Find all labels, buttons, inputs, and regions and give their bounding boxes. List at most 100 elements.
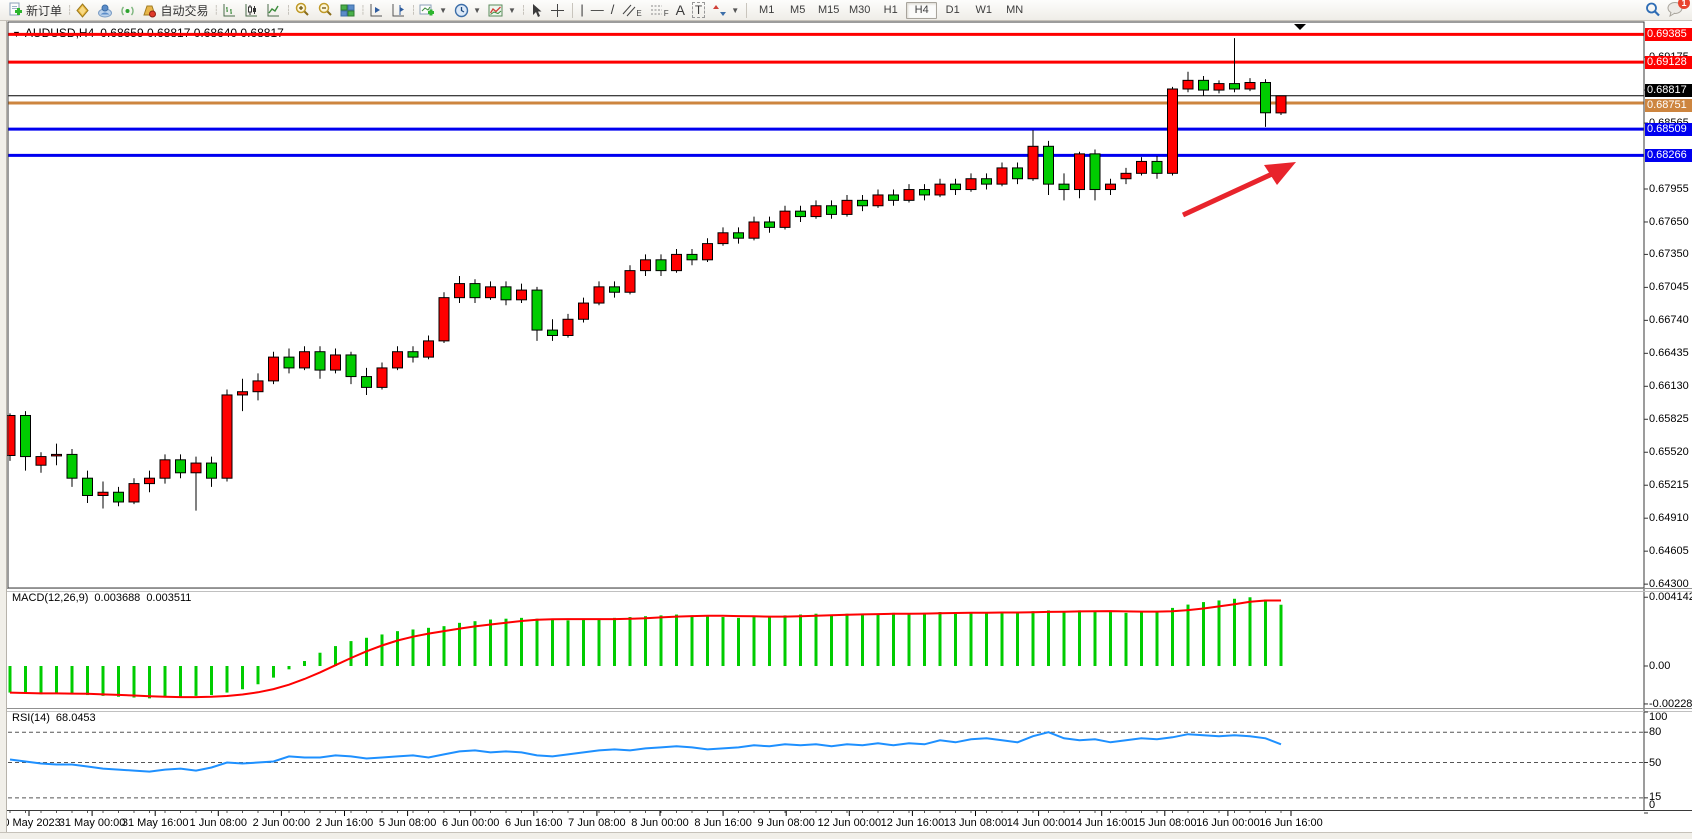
macd-histogram-bar: [1202, 602, 1205, 666]
cursor-tool-button[interactable]: [526, 1, 546, 20]
macd-histogram-bar: [1186, 604, 1190, 666]
time-axis-label: 14 Jun 16:00: [1069, 817, 1134, 829]
candle-body: [159, 459, 171, 479]
tile-windows-button[interactable]: [337, 1, 358, 20]
timeframe-H1[interactable]: H1: [883, 3, 898, 16]
new-chart-button[interactable]: ▼: [416, 1, 450, 20]
timeframe-M5[interactable]: M5: [790, 3, 806, 16]
candle-body: [128, 483, 140, 503]
timeframe-W1[interactable]: W1: [975, 3, 992, 16]
toolbar-grip: ┆: [520, 4, 527, 15]
zoom-in-button[interactable]: [291, 1, 313, 20]
new-order-button[interactable]: 新订单: [4, 1, 65, 20]
cursor-icon: [533, 3, 542, 17]
text-tool[interactable]: A: [673, 1, 688, 20]
timeframe-MN[interactable]: MN: [1006, 3, 1024, 16]
trendline-tool[interactable]: /: [608, 1, 618, 20]
toolbar-grip: ┆: [360, 4, 366, 15]
notifications-button[interactable]: 1: [1667, 0, 1690, 20]
candle-body: [283, 356, 295, 369]
candle-body: [113, 491, 124, 503]
macd-axis-tick: -0.002286: [1649, 697, 1692, 710]
chart-shift-button[interactable]: [388, 1, 409, 20]
candle-body: [934, 183, 946, 196]
candle-body: [469, 283, 481, 299]
candle-body: [20, 414, 31, 458]
candlestick-chart-button[interactable]: [241, 1, 262, 20]
timeframe-D1[interactable]: D1: [945, 3, 960, 16]
macd-histogram-bar: [148, 666, 151, 699]
price-axis-tick: 0.66435: [1649, 347, 1689, 360]
templates-button[interactable]: ▼: [485, 1, 519, 20]
search-icon[interactable]: [1645, 2, 1661, 18]
macd-histogram-bar: [504, 618, 508, 666]
timeframe-M1[interactable]: M1: [759, 3, 775, 16]
price-level-label: 0.69128: [1645, 55, 1692, 69]
toolbar-separator: [746, 2, 748, 18]
candle-body: [795, 210, 806, 218]
toolbar: 新订单 ┆ 自动交易 ┆ ┆: [0, 0, 1692, 21]
candle-body: [872, 194, 884, 207]
candle-body: [1105, 183, 1116, 191]
time-axis-label: 6 Jun 00:00: [441, 817, 500, 829]
toolbar-grip: ┆: [410, 4, 417, 15]
candle-body: [826, 205, 837, 215]
candle-body: [919, 189, 930, 196]
macd-histogram-bar: [799, 614, 802, 666]
arrows-tool[interactable]: ▼: [709, 1, 742, 20]
candle-body: [221, 394, 233, 479]
timeframe-H4[interactable]: H4: [906, 1, 938, 19]
price-axis-tick: 0.64910: [1649, 512, 1689, 525]
macd-histogram-bar: [1047, 610, 1050, 666]
candle-body: [438, 297, 450, 342]
macd-histogram-bar: [721, 617, 725, 666]
timeframe-M15[interactable]: M15: [817, 3, 840, 16]
time-axis-label: 2 Jun 16:00: [315, 817, 374, 829]
macd-histogram-bar: [520, 617, 523, 666]
candle-body: [299, 351, 310, 369]
zoom-out-button[interactable]: [314, 1, 336, 20]
line-chart-button[interactable]: [263, 1, 284, 20]
timeframe-M30[interactable]: M30: [848, 3, 871, 16]
macd-histogram-bar: [179, 666, 182, 697]
time-axis-label: 30 May 2023: [0, 817, 61, 829]
signals-button[interactable]: [117, 1, 138, 20]
rsi-axis-tick: 0: [1649, 799, 1656, 811]
equidistant-channel-tool[interactable]: E: [618, 1, 644, 20]
window-left-edge: [0, 21, 7, 839]
horizontal-line-tool[interactable]: —: [588, 1, 607, 20]
bar-chart-button[interactable]: [219, 1, 240, 20]
candle-body: [640, 259, 651, 272]
macd-histogram-bar: [907, 613, 911, 666]
trend-arrow-head: [1264, 162, 1296, 185]
macd-signal-line: [9, 599, 1281, 699]
crosshair-icon: [551, 3, 565, 17]
candle-body: [1043, 145, 1054, 185]
new-order-icon: [9, 2, 22, 16]
macd-histogram-bar: [923, 612, 926, 666]
text-label-icon: T: [691, 2, 706, 18]
auto-trading-button[interactable]: 自动交易: [139, 1, 211, 20]
price-level-label: 0.68751: [1645, 99, 1692, 113]
community-button[interactable]: [94, 1, 116, 20]
macd-histogram-bar: [768, 616, 771, 666]
periods-button[interactable]: ▼: [451, 1, 484, 20]
price-axis-tick: 0.65825: [1649, 413, 1689, 426]
zoom-in-icon: [296, 2, 310, 16]
market-depth-button[interactable]: [72, 1, 93, 20]
candle-body: [965, 178, 977, 191]
candle-body: [779, 210, 791, 228]
toolbar-grip: ┆: [67, 4, 73, 15]
macd-histogram-bar: [783, 615, 787, 666]
text-label-tool[interactable]: T: [689, 1, 708, 20]
fibonacci-tool[interactable]: F: [646, 1, 672, 20]
auto-scroll-button[interactable]: [366, 1, 387, 20]
chart-area[interactable]: [0, 21, 1692, 839]
time-axis-label: 2 Jun 00:00: [252, 817, 311, 829]
candle-body: [1120, 172, 1132, 180]
signal-icon: [121, 6, 135, 15]
line-chart-icon: [267, 3, 279, 16]
vertical-line-tool[interactable]: |: [577, 1, 586, 20]
crosshair-tool-button[interactable]: [547, 1, 568, 20]
